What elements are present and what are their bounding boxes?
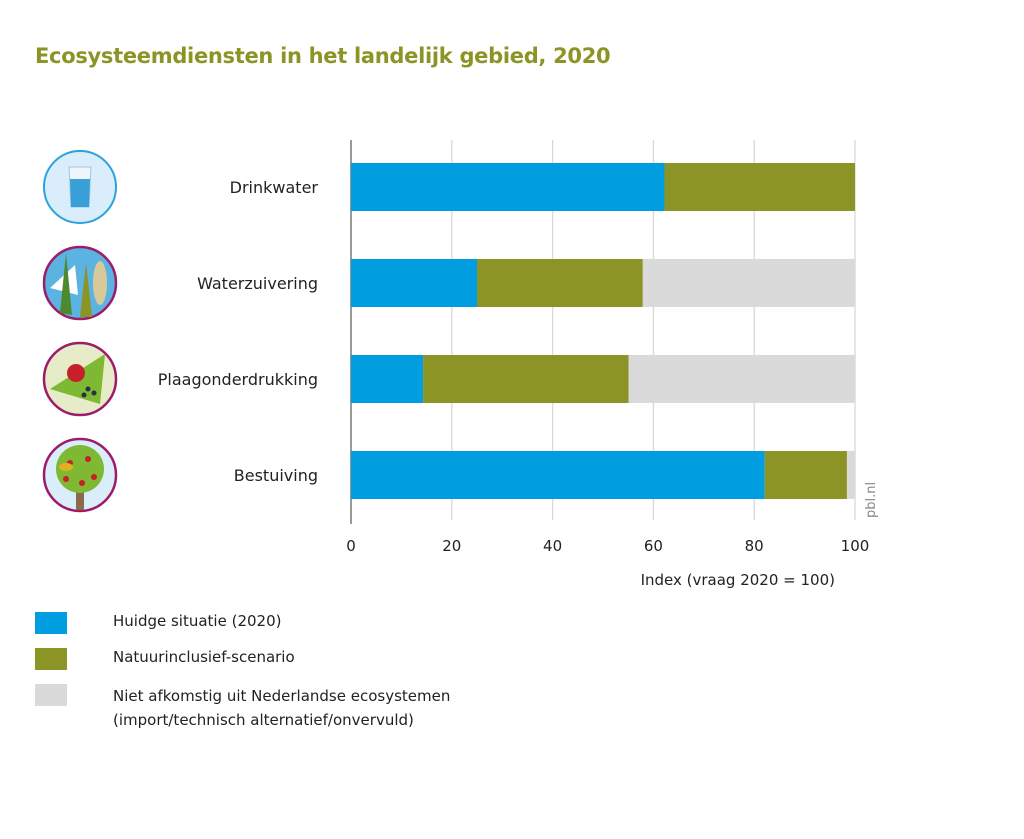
x-tick-label: 80 xyxy=(745,537,764,555)
bar-chart: 0 20 40 60 80 100 Index (vraag 2020 = 100) pbl.… xyxy=(42,140,879,589)
bar-segment xyxy=(351,355,424,403)
ladybug-icon xyxy=(42,341,118,417)
bar-segment xyxy=(351,163,665,211)
legend-label: Huidge situatie (2020) xyxy=(113,612,282,630)
chart-title: Ecosysteemdiensten in het landelijk gebi… xyxy=(35,44,611,68)
legend-swatch xyxy=(35,612,67,634)
legend-label-line2: (import/technisch alternatief/onvervuld) xyxy=(113,711,414,729)
bar-segment xyxy=(423,355,629,403)
x-tick-label: 60 xyxy=(644,537,663,555)
legend-item-scenario: Natuurinclusief-scenario xyxy=(35,648,295,670)
legend-label: Natuurinclusief-scenario xyxy=(113,648,295,666)
x-axis-label: Index (vraag 2020 = 100) xyxy=(641,571,835,589)
category-label: Bestuiving xyxy=(234,466,318,485)
bar-segment xyxy=(628,355,855,403)
source-label: pbl.nl xyxy=(864,482,879,518)
bar-segment xyxy=(351,451,765,499)
bar-segment xyxy=(846,451,855,499)
bar-segment xyxy=(477,259,643,307)
water-purification-icon xyxy=(42,245,118,321)
bar-segment xyxy=(351,259,477,307)
bar-segment xyxy=(664,163,855,211)
legend-item-current: Huidge situatie (2020) xyxy=(35,612,281,634)
water-glass-icon xyxy=(43,150,117,224)
bar-segment xyxy=(764,451,847,499)
legend-label: Niet afkomstig uit Nederlandse ecosystem… xyxy=(113,687,451,705)
fruit-tree-bee-icon xyxy=(42,437,118,513)
category-label: Waterzuivering xyxy=(197,274,318,293)
legend-swatch xyxy=(35,684,67,706)
legend-swatch xyxy=(35,648,67,670)
category-label: Drinkwater xyxy=(230,178,319,197)
x-tick-label: 100 xyxy=(841,537,870,555)
x-tick-label: 40 xyxy=(543,537,562,555)
legend-item-other: Niet afkomstig uit Nederlandse ecosystem… xyxy=(35,684,450,732)
x-tick-label: 0 xyxy=(346,537,356,555)
x-tick-label: 20 xyxy=(442,537,461,555)
bar-segment xyxy=(642,259,855,307)
category-label: Plaagonderdrukking xyxy=(158,370,318,389)
